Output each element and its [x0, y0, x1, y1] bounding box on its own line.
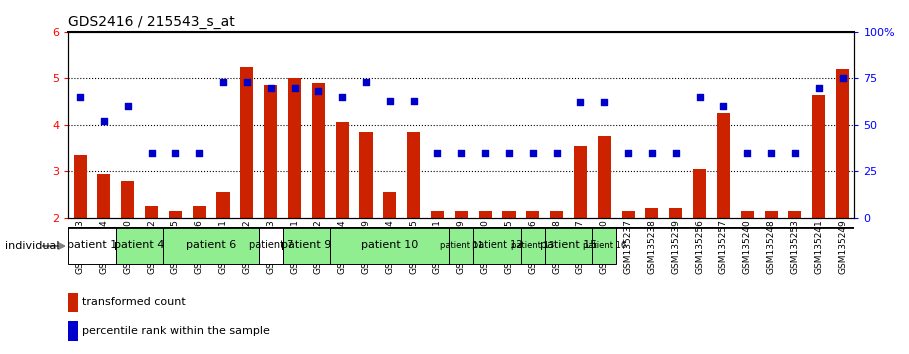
Bar: [335, 122, 349, 218]
Point: [121, 103, 135, 109]
Text: patient 12: patient 12: [472, 240, 523, 250]
Bar: [259, 227, 283, 264]
Bar: [693, 169, 706, 218]
Point: [574, 100, 588, 105]
Point: [215, 79, 230, 85]
Point: [764, 150, 778, 155]
Bar: [550, 211, 564, 218]
Text: transformed count: transformed count: [82, 297, 185, 307]
Bar: [68, 227, 115, 264]
Bar: [788, 211, 802, 218]
Bar: [574, 146, 587, 218]
Text: patient 15: patient 15: [540, 240, 597, 250]
Point: [525, 150, 540, 155]
Point: [96, 118, 111, 124]
Point: [644, 150, 659, 155]
Point: [335, 94, 349, 100]
Point: [264, 85, 278, 91]
Bar: [121, 181, 135, 218]
Point: [502, 150, 516, 155]
Point: [740, 150, 754, 155]
Bar: [431, 211, 444, 218]
Point: [311, 88, 325, 94]
Bar: [115, 227, 164, 264]
Bar: [169, 211, 182, 218]
Point: [693, 94, 707, 100]
Bar: [359, 132, 373, 218]
Point: [406, 98, 421, 103]
Point: [716, 103, 731, 109]
Bar: [526, 211, 539, 218]
Point: [621, 150, 635, 155]
Bar: [384, 192, 396, 218]
Text: individual: individual: [5, 241, 59, 251]
Text: GDS2416 / 215543_s_at: GDS2416 / 215543_s_at: [68, 16, 235, 29]
Text: patient 1: patient 1: [67, 240, 117, 250]
Bar: [312, 83, 325, 218]
Point: [168, 150, 183, 155]
Bar: [330, 227, 449, 264]
Bar: [164, 227, 259, 264]
Text: patient 10: patient 10: [361, 240, 418, 250]
Bar: [265, 85, 277, 218]
Text: patient 6: patient 6: [186, 240, 236, 250]
Point: [668, 150, 683, 155]
Text: patient 11: patient 11: [440, 241, 483, 250]
Bar: [216, 192, 230, 218]
Bar: [454, 211, 468, 218]
Bar: [474, 227, 521, 264]
Bar: [503, 211, 515, 218]
Point: [430, 150, 445, 155]
Point: [478, 150, 493, 155]
Bar: [717, 113, 730, 218]
Text: patient 9: patient 9: [281, 240, 332, 250]
Point: [192, 150, 206, 155]
Bar: [622, 211, 634, 218]
Point: [787, 150, 802, 155]
Point: [812, 85, 826, 91]
Bar: [449, 227, 474, 264]
Point: [454, 150, 468, 155]
Bar: [97, 173, 111, 218]
Bar: [479, 211, 492, 218]
Bar: [836, 69, 849, 218]
Bar: [521, 227, 544, 264]
Point: [835, 75, 850, 81]
Text: percentile rank within the sample: percentile rank within the sample: [82, 326, 270, 336]
Point: [145, 150, 159, 155]
Bar: [812, 95, 825, 218]
Bar: [764, 211, 777, 218]
Text: patient 4: patient 4: [115, 240, 165, 250]
Bar: [145, 206, 158, 218]
Bar: [593, 227, 616, 264]
Bar: [544, 227, 593, 264]
Bar: [68, 293, 78, 312]
Bar: [74, 155, 86, 218]
Point: [549, 150, 564, 155]
Point: [287, 85, 302, 91]
Point: [383, 98, 397, 103]
Text: patient 13: patient 13: [511, 241, 554, 250]
Bar: [669, 209, 683, 218]
Point: [359, 79, 374, 85]
Bar: [240, 67, 254, 218]
Bar: [68, 321, 78, 341]
Point: [240, 79, 255, 85]
Bar: [283, 227, 330, 264]
Text: patient 16: patient 16: [583, 241, 626, 250]
Bar: [741, 211, 754, 218]
Bar: [598, 136, 611, 218]
Bar: [288, 78, 301, 218]
Bar: [407, 132, 420, 218]
Bar: [193, 206, 205, 218]
Text: patient 7: patient 7: [248, 240, 293, 250]
Point: [597, 100, 612, 105]
Point: [73, 94, 87, 100]
Bar: [645, 209, 658, 218]
